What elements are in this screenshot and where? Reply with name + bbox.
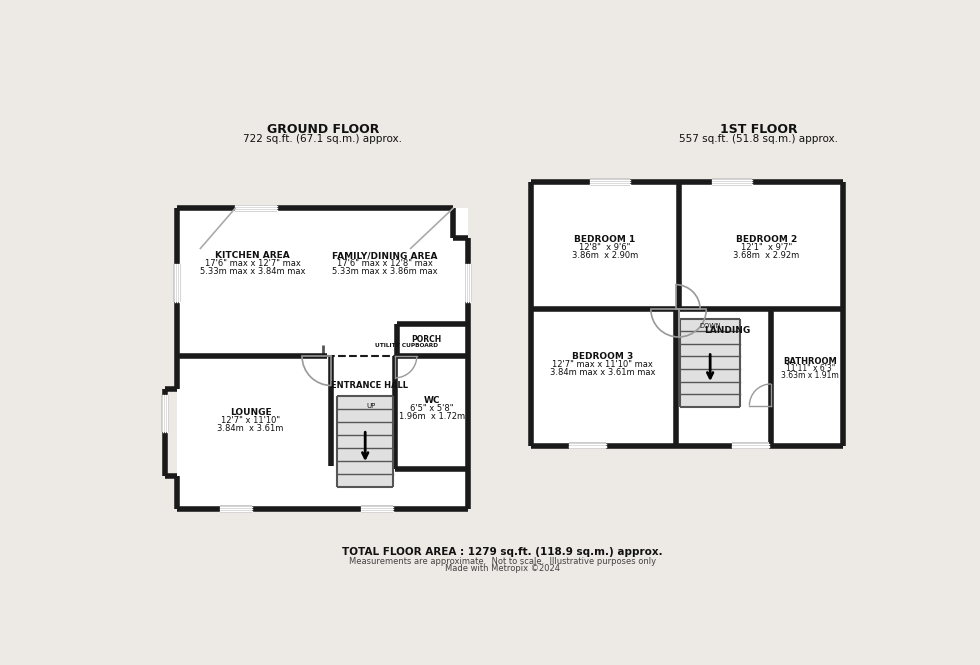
Text: Measurements are approximate.  Not to scale.  Illustrative purposes only: Measurements are approximate. Not to sca… <box>349 557 656 565</box>
Text: 12'1"  x 9'7": 12'1" x 9'7" <box>741 243 792 252</box>
Text: UP: UP <box>367 402 376 408</box>
Text: ENTRANCE HALL: ENTRANCE HALL <box>331 381 409 390</box>
Text: 12'7" max x 11'10" max: 12'7" max x 11'10" max <box>552 360 653 369</box>
Text: BATHROOM: BATHROOM <box>783 356 837 366</box>
Text: KITCHEN AREA: KITCHEN AREA <box>216 251 290 260</box>
Bar <box>465 264 472 303</box>
Text: 557 sq.ft. (51.8 sq.m.) approx.: 557 sq.ft. (51.8 sq.m.) approx. <box>679 134 839 144</box>
Text: 6'5" x 5'8": 6'5" x 5'8" <box>411 404 454 413</box>
Bar <box>590 178 630 186</box>
Text: 5.33m max x 3.84m max: 5.33m max x 3.84m max <box>200 267 306 277</box>
Text: FAMILY/DINING AREA: FAMILY/DINING AREA <box>332 251 438 260</box>
Text: DOWN: DOWN <box>700 323 721 329</box>
Text: 3.84m  x 3.61m: 3.84m x 3.61m <box>218 424 283 434</box>
Bar <box>173 264 181 303</box>
Text: BEDROOM 3: BEDROOM 3 <box>571 352 633 361</box>
Text: PORCH: PORCH <box>411 334 441 344</box>
Text: TOTAL FLOOR AREA : 1279 sq.ft. (118.9 sq.m.) approx.: TOTAL FLOOR AREA : 1279 sq.ft. (118.9 sq… <box>342 547 662 557</box>
Bar <box>161 395 169 432</box>
Bar <box>220 505 252 513</box>
Bar <box>361 505 393 513</box>
Bar <box>531 182 844 446</box>
Text: LANDING: LANDING <box>704 327 751 335</box>
Text: 1.96m  x 1.72m: 1.96m x 1.72m <box>399 412 465 421</box>
Text: 17'6" max x 12'7" max: 17'6" max x 12'7" max <box>205 259 301 269</box>
Text: WC: WC <box>424 396 440 405</box>
Bar <box>680 319 740 407</box>
Text: 5.33m max x 3.86m max: 5.33m max x 3.86m max <box>332 267 438 277</box>
Text: Made with Metropix ©2024: Made with Metropix ©2024 <box>445 564 560 573</box>
Text: BEDROOM 1: BEDROOM 1 <box>574 235 635 244</box>
Text: 11'11" x 6'3": 11'11" x 6'3" <box>786 364 835 373</box>
Text: GROUND FLOOR: GROUND FLOOR <box>267 123 379 136</box>
Text: 12'8"  x 9'6": 12'8" x 9'6" <box>579 243 630 252</box>
Text: 1ST FLOOR: 1ST FLOOR <box>720 123 798 136</box>
Text: 3.86m  x 2.90m: 3.86m x 2.90m <box>571 251 638 260</box>
Text: LOUNGE: LOUNGE <box>229 408 271 418</box>
Text: 722 sq.ft. (67.1 sq.m.) approx.: 722 sq.ft. (67.1 sq.m.) approx. <box>243 134 403 144</box>
Bar <box>732 442 769 450</box>
Text: 3.84m max x 3.61m max: 3.84m max x 3.61m max <box>550 368 655 377</box>
Text: 12'7" x 11'10": 12'7" x 11'10" <box>220 416 280 426</box>
Bar <box>235 205 277 212</box>
Bar <box>569 442 607 450</box>
Text: 17'6" max x 12'8" max: 17'6" max x 12'8" max <box>337 259 433 269</box>
Bar <box>337 396 393 487</box>
Text: BEDROOM 2: BEDROOM 2 <box>736 235 797 244</box>
Text: 3.63m x 1.91m: 3.63m x 1.91m <box>781 372 839 380</box>
Text: UTILITY CUPBOARD: UTILITY CUPBOARD <box>375 343 438 348</box>
Bar <box>177 208 468 509</box>
Text: 3.68m  x 2.92m: 3.68m x 2.92m <box>733 251 800 260</box>
Bar <box>711 178 752 186</box>
